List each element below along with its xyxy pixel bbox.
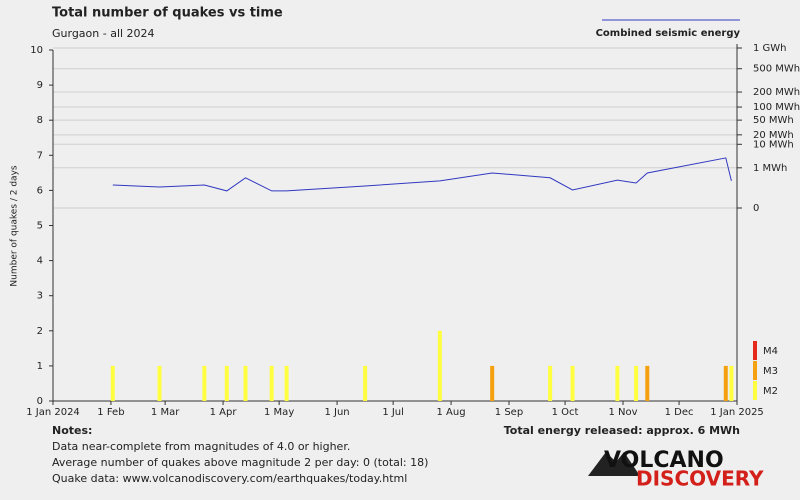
note: Quake data: www.volcanodiscovery.com/ear… [52,472,407,485]
y2-tick-label: 1 GWh [753,43,787,54]
y2-tick-label: 500 MWh [753,64,800,75]
bar [224,365,229,401]
x-tick-label: 1 Jan 2025 [710,407,764,418]
legend-swatch [753,381,757,400]
legend-label: M2 [763,386,778,397]
y-tick-label: 10 [30,45,43,56]
x-tick-label: 1 Aug [437,407,466,418]
y2-tick-label: 200 MWh [753,87,800,98]
x-tick-label: 1 Dec [665,407,694,418]
bar [269,365,274,401]
bar [729,365,734,401]
bar [243,365,248,401]
bar [570,365,575,401]
bar [284,365,289,401]
x-tick-label: 1 May [264,407,294,418]
y-tick-label: 0 [37,396,43,407]
x-tick-label: 1 Jan 2024 [26,407,80,418]
y-axis-label: Number of quakes / 2 days [10,165,20,286]
legend-label: M3 [763,366,778,377]
x-tick-label: 1 Sep [495,407,523,418]
y-tick-label: 4 [37,256,43,267]
total-energy: Total energy released: approx. 6 MWh [504,424,740,437]
chart-subtitle: Gurgaon - all 2024 [52,27,155,40]
x-tick-label: 1 Feb [97,407,124,418]
y-tick-label: 1 [37,361,43,372]
bar [437,330,442,401]
y-tick-label: 9 [37,80,43,91]
bar [363,365,368,401]
legend-label: M4 [763,346,778,357]
bar [157,365,162,401]
y2-tick-label: 1 MWh [753,163,787,174]
bar [645,365,650,401]
y2-tick-label: 50 MWh [753,115,794,126]
x-tick-label: 1 Apr [210,407,238,418]
energy-line [112,157,732,192]
x-tick-label: 1 Jul [382,407,404,418]
logo: VOLCANO DISCOVERY [588,448,764,491]
y2-tick-label: 10 MWh [753,139,794,150]
bar [490,365,495,401]
x-tick-label: 1 Mar [151,407,180,418]
legend-swatch [753,361,757,380]
notes-heading: Notes: [52,424,92,437]
bar [548,365,553,401]
y2-tick-label: 20 MWh [753,130,794,141]
x-tick-label: 1 Oct [552,407,579,418]
y-tick-label: 3 [37,291,43,302]
legend-swatch [753,341,757,360]
y2-tick-label: 0 [753,203,759,214]
bar [110,365,115,401]
x-tick-label: 1 Jun [324,407,349,418]
y-tick-label: 7 [37,150,43,161]
logo-icon [588,452,640,476]
y-tick-label: 6 [37,185,43,196]
note: Data near-complete from magnitudes of 4.… [52,440,350,453]
logo-text: VOLCANO [604,448,724,473]
bar [615,365,620,401]
y-tick-label: 8 [37,115,43,126]
x-tick-label: 1 Nov [608,407,637,418]
bar [202,365,207,401]
chart-title: Total number of quakes vs time [52,6,283,21]
logo-text: DISCOVERY [636,467,764,491]
y2-tick-label: 100 MWh [753,102,800,113]
legend-label: Combined seismic energy [596,28,741,39]
y-tick-label: 5 [37,221,43,232]
note: Average number of quakes above magnitude… [52,456,428,469]
y-tick-label: 2 [37,326,43,337]
bar [723,365,728,401]
bar [634,365,639,401]
